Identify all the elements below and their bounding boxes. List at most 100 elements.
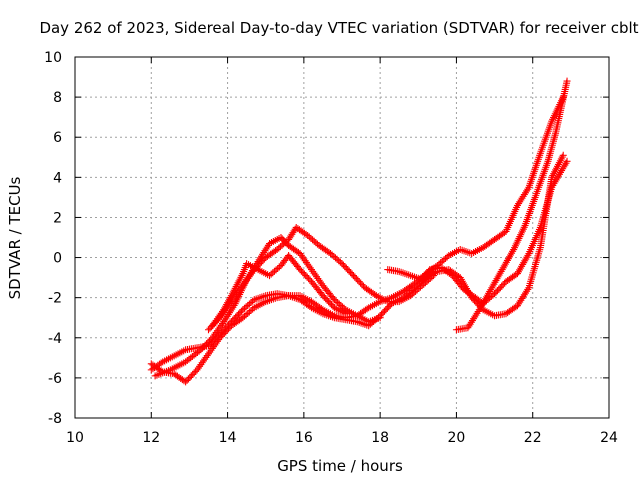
data-point <box>157 359 165 367</box>
data-point <box>194 364 202 372</box>
data-point <box>199 357 207 365</box>
x-tick-label: 14 <box>219 430 237 446</box>
y-tick-label: -8 <box>48 411 62 427</box>
data-point <box>207 346 215 354</box>
plot-frame <box>74 56 610 419</box>
data-point <box>208 344 216 352</box>
data-point <box>196 362 204 370</box>
data-point <box>241 278 249 286</box>
data-point <box>238 283 246 291</box>
data-point <box>314 275 322 283</box>
data-point <box>563 77 571 85</box>
data-point <box>216 323 224 331</box>
chart-title: Day 262 of 2023, Sidereal Day-to-day VTE… <box>39 19 638 37</box>
data-point <box>306 303 314 311</box>
data-point <box>221 304 229 312</box>
data-point <box>306 264 314 272</box>
y-tick-label: -6 <box>48 371 62 387</box>
data-point <box>193 366 201 374</box>
data-point <box>244 275 252 283</box>
data-point <box>240 280 248 288</box>
data-point <box>275 263 283 271</box>
y-tick-label: 0 <box>53 251 62 267</box>
data-point <box>208 322 216 330</box>
data-point <box>294 248 302 256</box>
x-tick-label: 22 <box>524 430 542 446</box>
data-point <box>310 269 318 277</box>
data-point <box>236 285 244 293</box>
data-point <box>212 328 220 336</box>
y-axis-title: SDTVAR / TECUs <box>6 176 24 299</box>
y-tick-label: 4 <box>53 170 62 186</box>
y-tick-label: -4 <box>48 331 62 347</box>
data-point <box>203 352 211 360</box>
data-point <box>226 293 234 301</box>
data-point <box>222 302 230 310</box>
data-point <box>559 151 567 159</box>
data-point <box>198 359 206 367</box>
series-track-3 <box>151 234 384 380</box>
data-point <box>216 311 224 319</box>
data-points <box>147 77 571 386</box>
data-point <box>211 330 219 338</box>
data-point <box>304 260 312 268</box>
data-point <box>223 300 231 308</box>
data-point <box>371 291 379 299</box>
x-tick-label: 12 <box>142 430 160 446</box>
data-point <box>206 348 214 356</box>
data-point <box>363 305 371 313</box>
data-point <box>201 355 209 363</box>
x-axis-title: GPS time / hours <box>277 457 403 475</box>
x-tick-label: 24 <box>600 430 618 446</box>
data-point <box>246 271 254 279</box>
data-point <box>202 353 210 361</box>
data-point <box>307 266 315 274</box>
series-track-5 <box>208 252 350 330</box>
data-point <box>376 314 384 322</box>
data-point <box>248 269 256 277</box>
data-point <box>563 157 571 165</box>
series-track-7 <box>452 77 571 334</box>
x-tick-label: 18 <box>371 430 389 446</box>
data-point <box>316 278 324 286</box>
data-point <box>224 299 232 307</box>
data-point <box>329 294 337 302</box>
series-track-4 <box>205 223 438 334</box>
data-point <box>218 320 226 328</box>
data-point <box>197 361 205 369</box>
x-tick-label: 10 <box>66 430 84 446</box>
data-point <box>218 307 226 315</box>
data-point <box>205 350 212 358</box>
data-point <box>208 334 216 342</box>
data-point <box>249 297 257 305</box>
x-tick-label: 16 <box>295 430 313 446</box>
data-point <box>225 297 233 305</box>
data-point <box>443 253 451 261</box>
data-point <box>211 318 219 326</box>
data-point <box>217 309 225 317</box>
data-point <box>297 251 305 259</box>
data-point <box>220 306 228 314</box>
data-point <box>313 273 321 281</box>
data-point <box>311 271 319 279</box>
data-point <box>235 287 243 295</box>
data-point <box>301 257 309 265</box>
data-point <box>342 310 350 318</box>
data-point <box>213 315 221 323</box>
y-tick-label: 10 <box>44 50 62 66</box>
data-point <box>210 332 218 340</box>
y-tick-label: 6 <box>53 130 62 146</box>
data-point <box>215 313 223 321</box>
data-point <box>336 258 344 266</box>
data-point <box>300 255 308 263</box>
data-point <box>212 316 220 324</box>
data-point <box>305 262 313 270</box>
data-point <box>428 273 436 281</box>
data-point <box>315 276 323 284</box>
data-point <box>210 343 218 351</box>
data-point <box>225 295 233 303</box>
data-point <box>213 327 221 335</box>
data-point <box>302 258 310 266</box>
